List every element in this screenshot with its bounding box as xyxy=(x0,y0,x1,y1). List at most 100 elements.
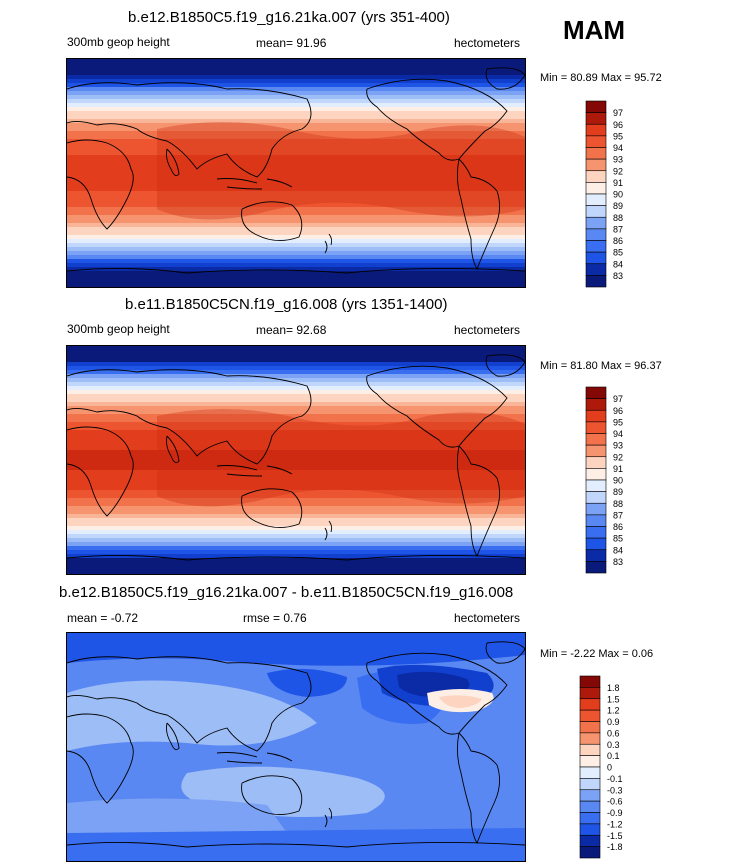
colorbar-box xyxy=(585,216,607,230)
colorbar-box xyxy=(585,147,607,160)
field-band xyxy=(67,526,525,531)
colorbar-tick-label: 83 xyxy=(613,557,623,567)
field-region xyxy=(67,798,287,836)
panel-2-map xyxy=(66,345,526,575)
field-band xyxy=(67,123,525,128)
colorbar-tick-label: 89 xyxy=(613,201,623,211)
season-label: MAM xyxy=(563,15,626,45)
colorbar-tick-label: 85 xyxy=(613,248,623,258)
coastline xyxy=(67,267,525,274)
field-band xyxy=(67,426,525,431)
field-band xyxy=(67,446,525,451)
field-band xyxy=(67,386,525,391)
field-band xyxy=(67,422,525,427)
field-band xyxy=(67,271,525,276)
colorbar-tick-label: 91 xyxy=(613,178,623,188)
colorbar-box xyxy=(579,766,601,779)
field-band xyxy=(67,502,525,507)
field-anomaly xyxy=(157,408,525,507)
field-band xyxy=(67,382,525,387)
panel-3-min-max: Min = -2.22 Max = 0.06 xyxy=(540,648,654,660)
field-band xyxy=(67,267,525,272)
field-band xyxy=(67,143,525,148)
field-band xyxy=(67,111,525,116)
panel-1-map xyxy=(66,58,526,288)
field-band xyxy=(67,506,525,511)
coastline xyxy=(324,520,333,541)
field-band xyxy=(67,195,525,200)
colorbar-box xyxy=(585,398,607,411)
colorbar-tick-label: 0.3 xyxy=(607,740,620,750)
colorbar-box xyxy=(585,275,607,288)
field-band xyxy=(67,163,525,168)
field-band xyxy=(67,498,525,503)
colorbar-box xyxy=(585,468,607,481)
field-band xyxy=(67,283,525,287)
colorbar-tick-label: 93 xyxy=(613,155,623,165)
field-band xyxy=(67,103,525,108)
field-band xyxy=(67,470,525,475)
field-band xyxy=(67,279,525,284)
field-band xyxy=(67,99,525,104)
coastline xyxy=(485,67,525,90)
colorbar-tick-label: 83 xyxy=(613,271,623,281)
field-band xyxy=(67,227,525,232)
field-region xyxy=(267,668,347,697)
panel-1-min-max: Min = 80.89 Max = 95.72 xyxy=(540,72,662,84)
field-band xyxy=(67,159,525,164)
field-band xyxy=(67,215,525,220)
field-band xyxy=(67,434,525,439)
colorbar-box xyxy=(585,251,607,265)
colorbar-tick-label: 1.2 xyxy=(607,706,620,716)
field-band xyxy=(67,550,525,555)
colorbar-box xyxy=(585,491,607,504)
colorbar-tick-label: -0.9 xyxy=(607,808,623,818)
coastline xyxy=(67,369,312,465)
colorbar-tick-label: 1.8 xyxy=(607,683,620,693)
coastline xyxy=(241,775,303,815)
coastline xyxy=(456,158,500,271)
field-band xyxy=(67,566,525,571)
field-band xyxy=(67,71,525,76)
coastline xyxy=(324,807,333,828)
field-band xyxy=(67,167,525,172)
colorbar-box xyxy=(585,444,607,458)
colorbar-box xyxy=(579,675,601,688)
coastline xyxy=(366,365,508,448)
panel-2-colorbar: 97 96 95 94 93 92 91 90 89 88 87 86 85 84 83 xyxy=(585,386,646,574)
colorbar-box xyxy=(585,479,607,492)
field-band xyxy=(67,474,525,479)
coastlines xyxy=(67,354,525,561)
field-band xyxy=(67,554,525,559)
coastline xyxy=(216,752,293,764)
colorbar-box xyxy=(585,263,607,276)
field-band xyxy=(67,63,525,68)
panel-2-min-max: Min = 81.80 Max = 96.37 xyxy=(540,360,662,372)
coastline xyxy=(166,148,180,177)
colorbar-tick-label: -0.1 xyxy=(607,774,623,784)
panel-3-map-svg xyxy=(67,633,525,861)
field-band xyxy=(67,151,525,156)
colorbar-box xyxy=(579,755,601,768)
coastline xyxy=(67,82,312,178)
field-band xyxy=(67,239,525,244)
colorbar-tick-label: 89 xyxy=(613,487,623,497)
colorbar-tick-label: 96 xyxy=(613,406,623,416)
panel-2-mean-label: mean= 92.68 xyxy=(256,323,327,337)
coastline xyxy=(456,732,500,845)
panel-1-map-svg xyxy=(67,59,525,287)
colorbar-tick-label: 95 xyxy=(613,131,623,141)
colorbar-box xyxy=(585,409,607,423)
coastlines xyxy=(67,67,525,274)
colorbar-box xyxy=(579,778,601,791)
field-band xyxy=(67,83,525,88)
field-band xyxy=(67,522,525,527)
colorbar-tick-label: 1.5 xyxy=(607,694,620,704)
panel-1-colorbar: 97 96 95 94 93 92 91 90 89 88 87 86 85 84 83 xyxy=(585,100,646,288)
colorbar-tick-label: 84 xyxy=(613,545,623,555)
field-band xyxy=(67,231,525,236)
field-band xyxy=(67,558,525,563)
coastline xyxy=(324,233,333,254)
colorbar-tick-label: 0.9 xyxy=(607,717,620,727)
colorbar-tick-label: -0.6 xyxy=(607,797,623,807)
